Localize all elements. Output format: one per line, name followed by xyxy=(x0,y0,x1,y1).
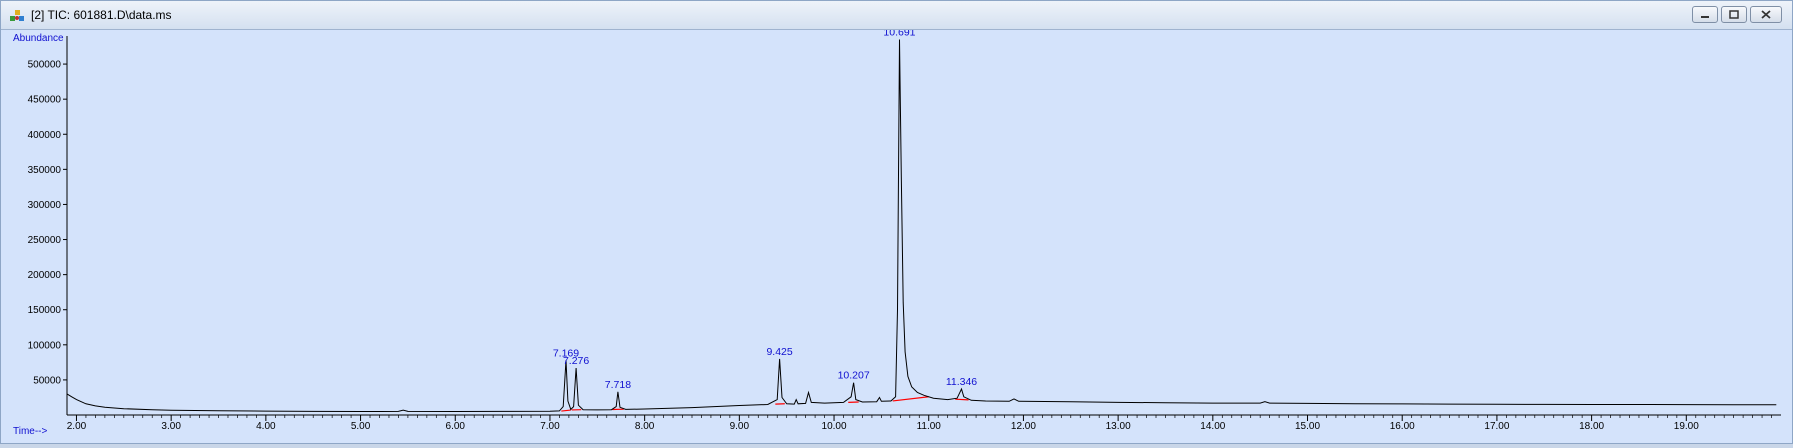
x-tick-label: 7.00 xyxy=(540,421,560,432)
chromatogram-plot-area[interactable]: Abundance Time--> 50000 100000 150000 20000… xyxy=(1,30,1792,443)
peak-baseline xyxy=(561,410,570,411)
peak-baseline xyxy=(893,397,929,401)
x-tick-label: 6.00 xyxy=(446,421,466,432)
tic-trace xyxy=(67,40,1776,412)
restore-icon xyxy=(1722,7,1746,22)
x-tick-label: 17.00 xyxy=(1484,421,1509,432)
x-tick-label: 12.00 xyxy=(1011,421,1036,432)
x-tick-label: 15.00 xyxy=(1295,421,1320,432)
restore-button[interactable] xyxy=(1721,6,1747,23)
minimize-button[interactable] xyxy=(1692,6,1718,23)
x-tick-label: 8.00 xyxy=(635,421,655,432)
peak-label: 10.207 xyxy=(838,370,870,382)
chart-axes: 50000 100000 150000 200000 250000 300000 35000… xyxy=(28,36,1781,432)
y-tick-label: 300000 xyxy=(28,200,62,211)
y-tick-label: 150000 xyxy=(28,305,62,316)
tic-series-line xyxy=(67,40,1776,412)
x-tick-label: 18.00 xyxy=(1579,421,1604,432)
x-tick-label: 9.00 xyxy=(730,421,750,432)
x-tick-label: 16.00 xyxy=(1390,421,1415,432)
close-icon xyxy=(1751,7,1781,22)
x-tick-label: 10.00 xyxy=(822,421,847,432)
x-tick-label: 19.00 xyxy=(1674,421,1699,432)
y-tick-label: 200000 xyxy=(28,270,62,281)
y-tick-label: 100000 xyxy=(28,340,62,351)
peak-label: 10.691 xyxy=(883,30,915,39)
minimize-icon xyxy=(1693,7,1717,22)
x-tick-label: 4.00 xyxy=(256,421,276,432)
peak-label: 7.718 xyxy=(605,379,631,391)
chromatogram-app-icon xyxy=(9,7,25,23)
peak-label: 11.346 xyxy=(946,376,977,388)
peak-baseline xyxy=(955,399,968,400)
peak-label: 9.425 xyxy=(766,346,792,358)
x-axis-label: Time--> xyxy=(13,426,48,437)
x-tick-label: 3.00 xyxy=(161,421,181,432)
y-tick-label: 450000 xyxy=(28,95,62,106)
x-tick-label: 11.00 xyxy=(917,421,942,432)
y-tick-label: 350000 xyxy=(28,165,62,176)
y-tick-label: 500000 xyxy=(28,60,62,71)
title-bar[interactable]: [2] TIC: 601881.D\data.ms xyxy=(1,1,1792,30)
x-tick-label: 14.00 xyxy=(1200,421,1225,432)
x-tick-label: 2.00 xyxy=(67,421,87,432)
y-tick-label: 400000 xyxy=(28,130,62,141)
y-tick-label: 50000 xyxy=(33,375,61,386)
y-axis-label: Abundance xyxy=(13,33,64,44)
window-title: [2] TIC: 601881.D\data.ms xyxy=(31,8,172,22)
peak-label: 7.276 xyxy=(563,355,589,367)
x-tick-label: 5.00 xyxy=(351,421,371,432)
close-button[interactable] xyxy=(1750,6,1782,23)
integration-baselines xyxy=(561,397,968,411)
y-tick-label: 250000 xyxy=(28,235,62,246)
tic-chromatogram-chart: Abundance Time--> 50000 100000 150000 20000… xyxy=(1,30,1792,443)
x-tick-label: 13.00 xyxy=(1106,421,1131,432)
